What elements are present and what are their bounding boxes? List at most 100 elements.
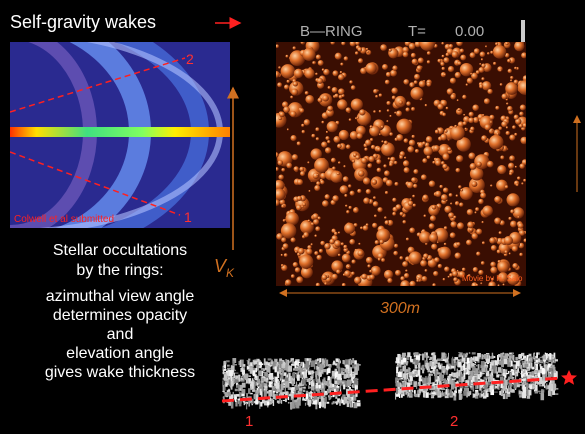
wake-speck	[345, 365, 350, 372]
wake-speck	[349, 360, 352, 365]
wake-speck	[540, 393, 545, 401]
wake-speck	[232, 358, 237, 364]
particle	[478, 66, 485, 73]
particle	[324, 243, 331, 250]
particle	[291, 154, 299, 161]
particle	[366, 50, 369, 54]
wake-speck	[340, 375, 343, 379]
particle	[486, 160, 494, 168]
particle	[456, 155, 464, 163]
wake-speck	[460, 371, 462, 377]
wake-speck	[280, 372, 283, 375]
wake-speck	[471, 372, 475, 376]
particle	[495, 42, 499, 46]
wake-speck	[512, 389, 514, 392]
particle	[490, 184, 493, 187]
wake-speck	[336, 363, 340, 369]
particle	[324, 194, 330, 200]
particle	[296, 179, 304, 186]
wake-speck	[447, 375, 451, 380]
wake-speck	[267, 362, 272, 367]
particle	[304, 91, 309, 95]
wake-speck	[347, 394, 349, 400]
wake-speck	[350, 401, 353, 407]
wake-speck	[499, 390, 502, 396]
wake-speck	[426, 356, 428, 362]
particle	[414, 42, 422, 48]
particle	[314, 234, 317, 238]
particle	[320, 240, 326, 246]
wake-speck	[255, 390, 260, 394]
wake-speck	[525, 379, 528, 381]
wake-speck	[226, 364, 230, 367]
wake-speck	[542, 355, 547, 360]
wake-speck	[229, 394, 234, 402]
wake-speck	[255, 381, 258, 386]
wake-speck	[463, 391, 466, 394]
wake-speck	[288, 393, 292, 397]
particle	[442, 277, 446, 281]
wake-speck	[234, 388, 238, 392]
particle	[381, 258, 386, 263]
wake-speck	[285, 391, 289, 398]
wake-speck	[472, 375, 476, 382]
particle	[385, 71, 391, 77]
wake-speck	[434, 389, 438, 396]
wake-speck	[311, 360, 316, 367]
particle	[472, 267, 478, 273]
wake-speck	[522, 383, 525, 388]
particle	[507, 162, 515, 170]
particle	[344, 193, 348, 198]
wake-speck	[248, 402, 250, 407]
particle	[384, 170, 390, 177]
wake-speck	[479, 385, 483, 391]
wake-speck	[316, 366, 319, 372]
particle	[400, 276, 405, 281]
wake-speck	[303, 386, 306, 389]
particle	[492, 45, 507, 59]
wake-speck	[459, 358, 463, 363]
particle	[386, 120, 389, 123]
wake-speck	[454, 391, 457, 397]
wake-speck	[275, 359, 278, 363]
particle	[331, 260, 344, 273]
particle	[510, 75, 514, 80]
particle	[460, 54, 467, 61]
particle	[455, 194, 459, 197]
particle	[284, 84, 290, 90]
particle	[497, 284, 500, 286]
particle	[497, 164, 507, 175]
wake-speck	[323, 392, 328, 396]
particle	[443, 242, 447, 246]
wake-speck	[226, 378, 230, 385]
particle	[475, 283, 479, 286]
particle	[296, 204, 302, 211]
particle	[312, 172, 320, 179]
wake-speck	[348, 398, 351, 404]
wake-speck	[230, 380, 234, 387]
particle	[497, 260, 510, 273]
particle	[495, 105, 500, 110]
particle	[365, 223, 369, 227]
wake-speck	[253, 401, 257, 404]
wake-speck	[549, 353, 552, 360]
particle	[464, 127, 467, 130]
particle	[389, 114, 392, 118]
wake-speck	[227, 377, 231, 380]
wake-speck	[225, 372, 229, 376]
wake-label: 1	[245, 413, 253, 430]
particle	[312, 213, 319, 220]
wake-speck	[429, 371, 432, 374]
wake-speck	[426, 361, 429, 365]
wake-speck	[548, 367, 553, 372]
particle	[438, 246, 452, 260]
particle	[402, 46, 409, 54]
wake-speck	[483, 354, 488, 359]
wake-speck	[246, 379, 249, 382]
particle	[349, 190, 355, 196]
particle	[423, 146, 433, 156]
particle	[355, 125, 366, 136]
particle	[325, 136, 330, 141]
particle	[369, 269, 373, 273]
wake-speck	[301, 374, 304, 377]
